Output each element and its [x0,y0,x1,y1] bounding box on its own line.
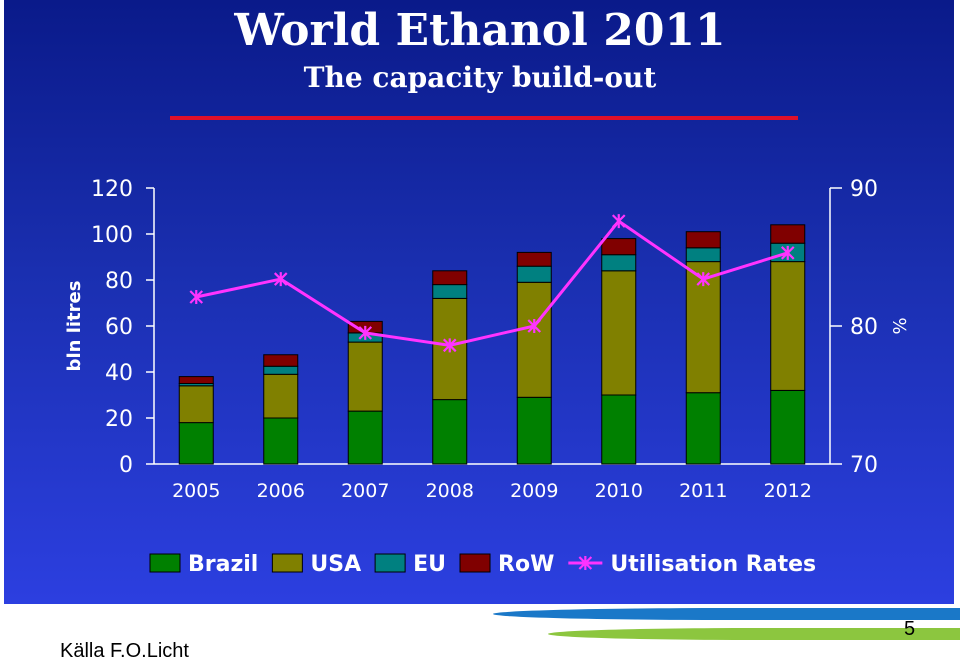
utilisation-point [611,214,626,229]
bar-eu [516,265,552,283]
legend-utilisation-rates-label: Utilisation Rates [610,552,816,577]
x-tick-label: 2009 [510,480,558,502]
y-tick-label: 80 [105,269,133,294]
bar-row [178,376,214,385]
slide-title: World Ethanol 2011 [234,5,726,56]
y2-tick-label: 80 [850,315,878,340]
legend-usa-swatch [271,553,303,573]
utilisation-point [358,325,373,340]
bar-eu [685,247,721,263]
bar-brazil [770,389,806,465]
bar-row [432,270,468,286]
y-tick-label: 40 [105,361,133,386]
title-underline [170,116,798,120]
legend-row-swatch [459,553,491,573]
utilisation-point [273,272,288,287]
bar-row [685,231,721,249]
legend-usa-label: USA [310,552,361,577]
x-tick-label: 2012 [764,480,812,502]
x-tick-label: 2007 [341,480,389,502]
legend-eu-label: EU [413,552,446,577]
legend-utilisation-rates-marker [578,556,593,570]
bar-row [770,224,806,244]
bar-brazil [432,399,468,465]
bar-eu [263,365,299,375]
slide-subtitle: The capacity build-out [303,61,657,94]
y2-tick-label: 90 [850,177,878,202]
legend-brazil-label: Brazil [188,552,258,577]
bar-usa [601,270,637,396]
y2-tick-label: 70 [850,453,878,478]
x-tick-label: 2010 [595,480,643,502]
utilisation-line [195,219,789,347]
y-axis-label: bln litres [64,281,85,372]
bar-eu [432,284,468,299]
legend-row-label: RoW [498,552,554,577]
legend-eu-swatch [374,553,406,573]
y-tick-label: 120 [91,177,133,202]
source-note: Källa F.O.Licht [60,640,189,662]
y2-axis-label: % [890,317,911,334]
bar-eu [601,254,637,272]
y-tick-label: 20 [105,407,133,432]
bar-usa [263,373,299,419]
bar-brazil [347,410,383,465]
bar-usa [178,385,214,424]
bar-row [601,238,637,256]
bar-usa [347,341,383,412]
blue-swoosh-decoration [493,608,960,620]
utilisation-point [696,272,711,287]
bar-row [263,354,299,367]
bar-brazil [601,394,637,465]
page-number: 5 [904,618,916,640]
bar-brazil [178,422,214,465]
y-tick-label: 100 [91,223,133,248]
utilisation-point [442,338,457,353]
bar-usa [770,261,806,391]
x-tick-label: 2008 [426,480,474,502]
utilisation-point [189,290,204,305]
y-tick-label: 0 [119,453,133,478]
y-tick-label: 60 [105,315,133,340]
bar-usa [516,281,552,398]
bar-row [516,251,552,267]
legend-brazil-swatch [149,553,181,573]
utilisation-point [527,319,542,333]
x-tick-label: 2011 [679,480,727,502]
bar-brazil [685,392,721,465]
green-swoosh-decoration [548,628,960,640]
utilisation-point [780,245,795,260]
bar-brazil [516,396,552,465]
bar-brazil [263,417,299,465]
x-tick-label: 2005 [172,480,220,502]
x-tick-label: 2006 [257,480,305,502]
